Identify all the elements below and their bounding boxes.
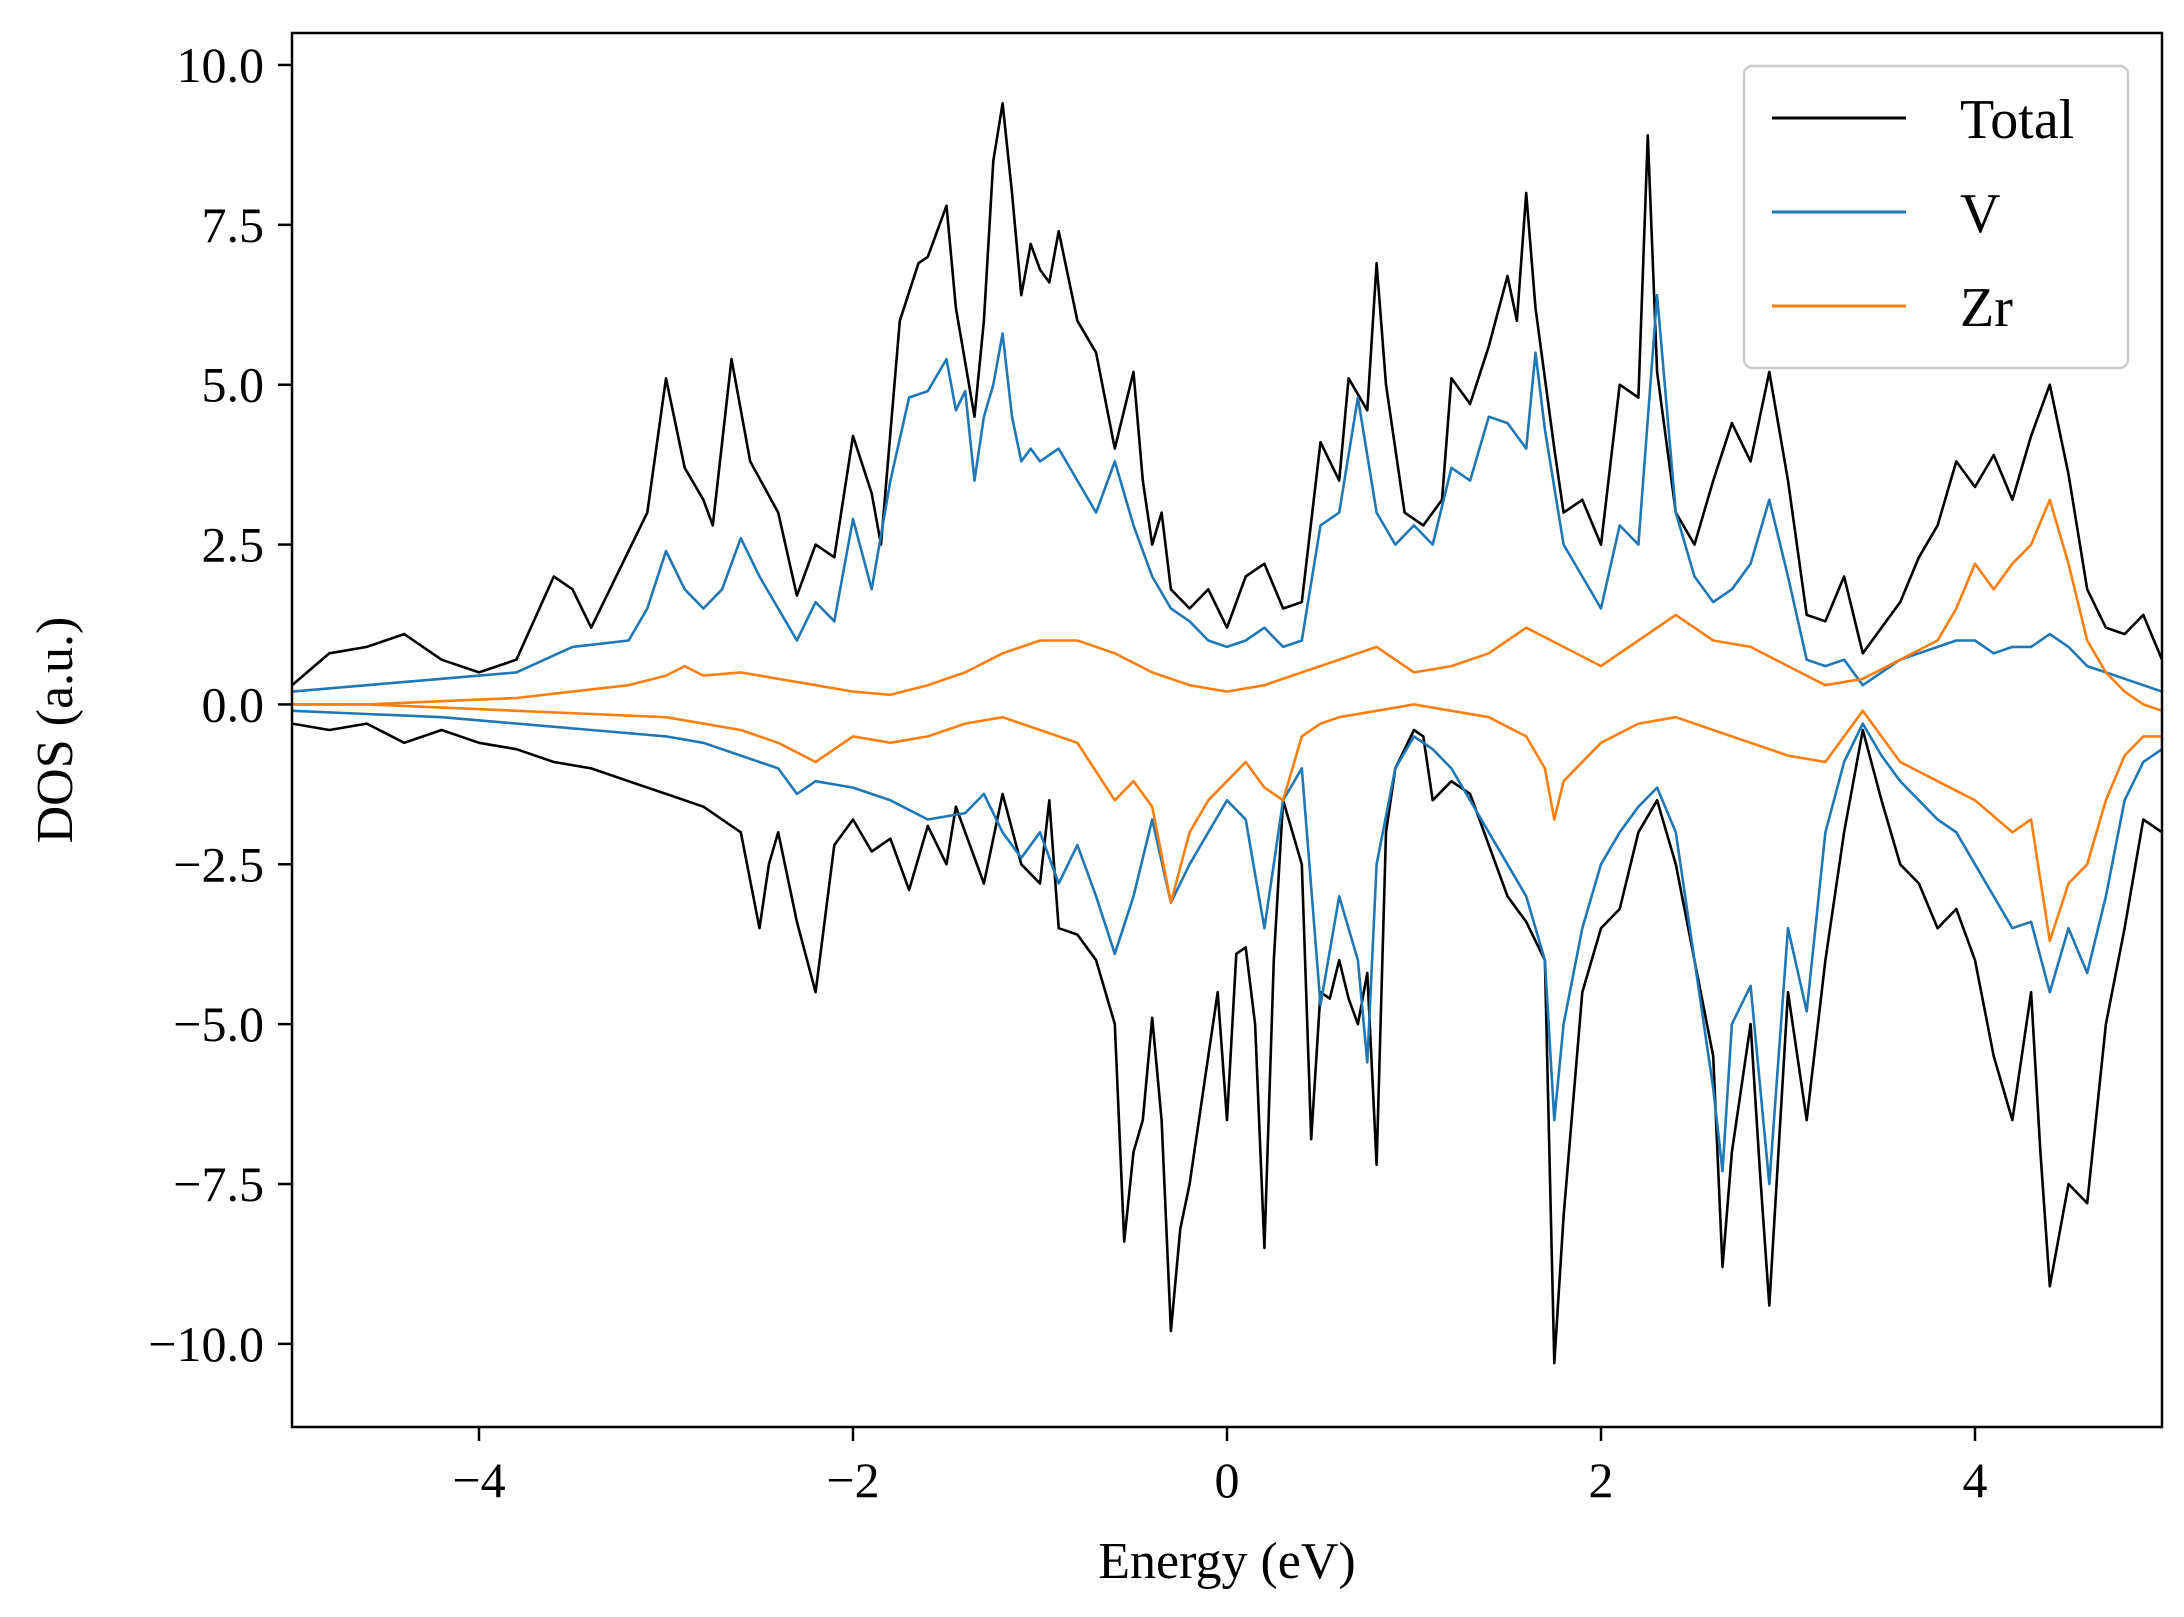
legend-label-total: Total xyxy=(1960,89,2074,151)
x-tick-label: 2 xyxy=(1589,1452,1614,1508)
series-line-total-down xyxy=(292,722,2162,1365)
legend-box xyxy=(1742,64,2130,370)
y-tick-label: −2.5 xyxy=(173,836,264,892)
y-tick-label: −10.0 xyxy=(148,1316,264,1372)
series-line-zr-down xyxy=(292,703,2162,943)
y-tick-label: 10.0 xyxy=(177,37,265,93)
x-tick-label: 0 xyxy=(1215,1452,1240,1508)
y-tick-label: 0.0 xyxy=(202,676,265,732)
y-tick-label: −7.5 xyxy=(173,1156,264,1212)
series-line-v-up xyxy=(292,293,2162,693)
legend: Total V Zr xyxy=(1742,64,2130,370)
y-axis-label: DOS (a.u.) xyxy=(27,617,84,844)
series-line-total-up xyxy=(292,102,2162,687)
y-tick-label: 5.0 xyxy=(202,357,265,413)
x-tick-label: 4 xyxy=(1963,1452,1988,1508)
series-layer xyxy=(292,102,2162,1365)
x-tick-label: −4 xyxy=(452,1452,505,1508)
y-tick-label: 2.5 xyxy=(202,517,265,573)
y-tick-label: −5.0 xyxy=(173,996,264,1052)
x-axis-label: Energy (eV) xyxy=(1098,1533,1356,1590)
legend-label-v: V xyxy=(1960,183,2000,245)
y-tick-label: 7.5 xyxy=(202,197,265,253)
series-line-v-down xyxy=(292,709,2162,1186)
series-line-zr-up xyxy=(292,498,2162,713)
x-tick-label: −2 xyxy=(826,1452,879,1508)
legend-label-zr: Zr xyxy=(1960,277,2013,339)
ticks-layer: −4 −2 0 2 4 10.0 7.5 5.0 2.5 0.0 −2.5 −5.0 −7.5 −10.0 xyxy=(148,37,1987,1508)
